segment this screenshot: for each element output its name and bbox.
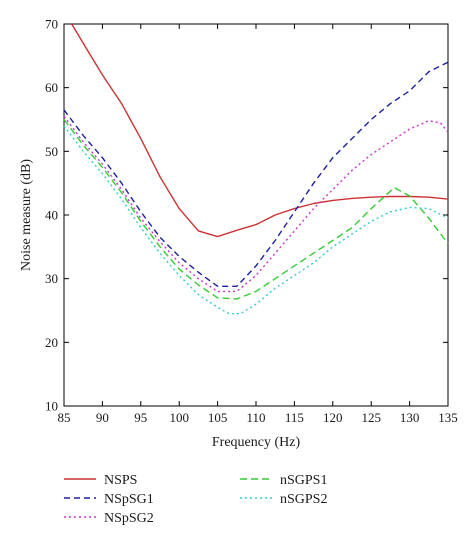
y-tick-label: 20 (45, 335, 58, 350)
axis-ticks: 85 90 95 100 105 110 115 120 125 130 135 10 20 30 40 50… (45, 17, 458, 426)
legend-label-nsps: NSPS (104, 473, 137, 488)
x-tick-label: 90 (96, 410, 109, 425)
legend-label-nspsg2: NSpSG2 (104, 511, 154, 526)
x-tick-label: 115 (285, 410, 304, 425)
legend-label-nsgps1: nSGPS1 (280, 473, 327, 488)
legend-label-nsgps2: nSGPS2 (280, 492, 327, 507)
x-tick-label: 105 (208, 410, 228, 425)
x-tick-label: 95 (134, 410, 147, 425)
x-axis-title: Frequency (Hz) (212, 435, 301, 450)
series-line-nsgps2 (63, 125, 449, 315)
y-tick-label: 50 (45, 144, 58, 159)
x-tick-label: 135 (438, 410, 458, 425)
series-line-nspsg2 (63, 115, 449, 293)
series-line-nsgps1 (63, 119, 449, 300)
y-tick-label: 60 (45, 80, 58, 95)
y-tick-label: 30 (45, 271, 58, 286)
y-axis-title: Noise measure (dB) (19, 159, 34, 271)
plot-frame (63, 23, 449, 407)
x-tick-label: 100 (169, 410, 189, 425)
x-tick-label: 125 (361, 410, 381, 425)
series-line-nspsg1 (63, 61, 449, 287)
y-tick-label: 40 (45, 208, 58, 223)
x-tick-label: 110 (246, 410, 265, 425)
x-tick-label: 120 (323, 410, 343, 425)
series-lines (63, 23, 449, 315)
y-tick-label: 70 (45, 17, 58, 32)
legend: NSPS NSpSG1 NSpSG2 nSGPS1 nSGPS2 (64, 473, 327, 526)
y-tick-label: 10 (45, 399, 58, 414)
series-line-nsps (71, 23, 449, 238)
legend-label-nspsg1: NSpSG1 (104, 492, 154, 507)
x-tick-label: 130 (400, 410, 420, 425)
x-tick-label: 85 (58, 410, 71, 425)
